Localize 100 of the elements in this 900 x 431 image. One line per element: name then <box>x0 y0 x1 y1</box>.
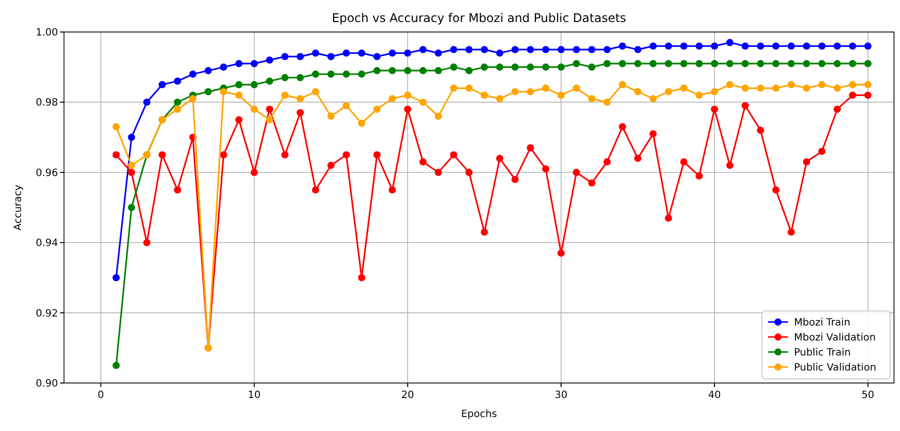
point <box>250 168 258 176</box>
point <box>526 144 534 152</box>
point <box>434 49 442 57</box>
point <box>680 60 688 68</box>
point <box>726 162 734 169</box>
point <box>281 74 289 82</box>
point <box>296 109 304 116</box>
point <box>220 88 228 96</box>
point <box>864 42 872 50</box>
point <box>604 46 611 54</box>
legend-label: Mbozi Train <box>794 318 850 328</box>
point <box>526 88 534 96</box>
point <box>634 154 642 162</box>
point <box>834 60 841 68</box>
point <box>312 49 320 57</box>
point <box>450 46 458 54</box>
point <box>327 162 335 169</box>
point <box>434 67 442 74</box>
point <box>848 60 856 68</box>
point <box>388 49 396 57</box>
point <box>480 64 488 71</box>
point <box>680 42 688 50</box>
point <box>557 92 565 99</box>
point <box>189 70 196 78</box>
point <box>742 84 749 92</box>
point <box>496 154 504 162</box>
point <box>296 74 304 82</box>
point <box>112 123 120 130</box>
point <box>266 78 274 85</box>
point <box>756 126 764 134</box>
point <box>588 46 596 54</box>
point <box>557 250 565 257</box>
point <box>296 52 304 60</box>
point <box>588 64 596 71</box>
point <box>742 42 749 50</box>
point <box>327 112 335 120</box>
point <box>342 49 350 57</box>
point <box>450 64 458 71</box>
point <box>526 64 534 71</box>
point <box>158 151 166 158</box>
point <box>112 274 120 282</box>
legend-label: Mbozi Validation <box>794 332 876 344</box>
point <box>557 46 565 54</box>
point <box>864 92 872 99</box>
point <box>650 95 657 102</box>
point <box>373 67 381 74</box>
point <box>650 42 657 50</box>
point <box>848 92 856 99</box>
point <box>772 42 780 50</box>
point <box>204 88 212 96</box>
point <box>710 60 718 68</box>
point <box>572 168 580 176</box>
point <box>756 84 764 92</box>
point <box>834 84 841 92</box>
point <box>112 362 120 370</box>
point <box>634 46 642 54</box>
point <box>710 106 718 113</box>
point <box>281 92 289 99</box>
point <box>158 81 166 88</box>
point <box>388 95 396 102</box>
point <box>634 88 642 96</box>
point <box>480 228 488 236</box>
point <box>756 42 764 50</box>
point <box>419 67 427 74</box>
point <box>618 81 626 88</box>
point <box>511 176 519 184</box>
point <box>128 134 136 141</box>
point <box>848 81 856 88</box>
point <box>788 81 795 88</box>
point <box>250 81 258 88</box>
point <box>373 106 381 113</box>
point <box>204 67 212 74</box>
chart-title: Epoch vs Accuracy for Mbozi and Public Datasets <box>332 11 626 25</box>
point <box>128 162 136 169</box>
point <box>802 158 810 166</box>
point <box>618 42 626 50</box>
point <box>465 84 473 92</box>
point <box>404 67 412 74</box>
x-tick-label: 30 <box>554 390 568 401</box>
point <box>419 46 427 54</box>
point <box>312 70 320 78</box>
point <box>312 88 320 96</box>
point <box>572 46 580 54</box>
point <box>526 46 534 54</box>
point <box>220 64 228 71</box>
point <box>373 52 381 60</box>
point <box>266 116 274 124</box>
point <box>542 64 550 71</box>
point <box>818 81 826 88</box>
point <box>220 151 228 158</box>
point <box>235 92 242 99</box>
point <box>572 84 580 92</box>
point <box>848 42 856 50</box>
point <box>511 46 519 54</box>
point <box>802 84 810 92</box>
point <box>419 158 427 166</box>
point <box>312 186 320 194</box>
point <box>588 95 596 102</box>
x-tick-label: 10 <box>248 390 261 401</box>
point <box>618 60 626 68</box>
